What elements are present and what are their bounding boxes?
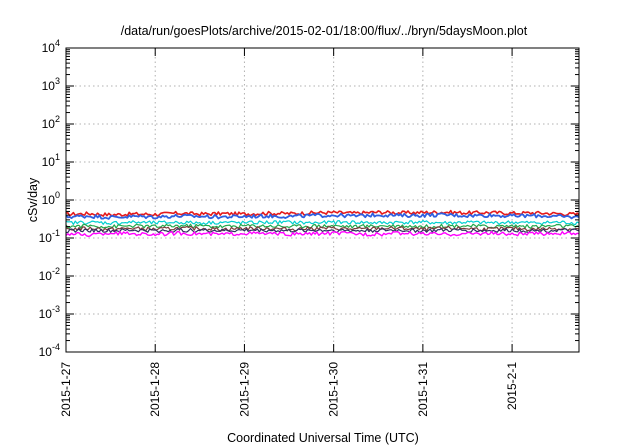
y-tick-label: 101 — [42, 152, 60, 169]
grid — [66, 48, 579, 352]
y-tick-label: 10-3 — [39, 304, 60, 321]
y-axis-label: cSv/day — [26, 177, 40, 222]
x-tick-label: 2015-1-31 — [416, 362, 430, 417]
y-tick-labels: 10-4 10-3 10-2 10-1 100 101 102 103 104 — [39, 38, 60, 359]
y-tick-label: 10-1 — [39, 228, 60, 245]
x-tick-label: 2015-1-27 — [59, 362, 73, 417]
x-axis-label: Coordinated Universal Time (UTC) — [227, 431, 419, 445]
y-tick-label: 103 — [42, 76, 60, 93]
x-tick-label: 2015-1-29 — [237, 362, 251, 417]
series-group — [65, 209, 580, 238]
x-tick-label: 2015-1-30 — [327, 362, 341, 417]
y-tick-label: 10-2 — [39, 266, 60, 283]
y-tick-label: 102 — [42, 114, 60, 131]
x-tick-label: 2015-1-28 — [148, 362, 162, 417]
series-line — [65, 219, 580, 226]
series-line — [65, 230, 580, 238]
x-tick-labels: 2015-1-27 2015-1-28 2015-1-29 2015-1-30 2015… — [59, 362, 519, 417]
y-tick-label: 100 — [42, 190, 60, 207]
series-line — [65, 212, 580, 220]
ticks — [65, 47, 579, 353]
x-tick-label: 2015-2-1 — [505, 362, 519, 410]
series-line — [65, 227, 580, 234]
chart-title: /data/run/goesPlots/archive/2015-02-01/1… — [121, 24, 528, 38]
y-tick-label: 104 — [42, 38, 60, 55]
y-tick-label: 10-4 — [39, 342, 60, 359]
